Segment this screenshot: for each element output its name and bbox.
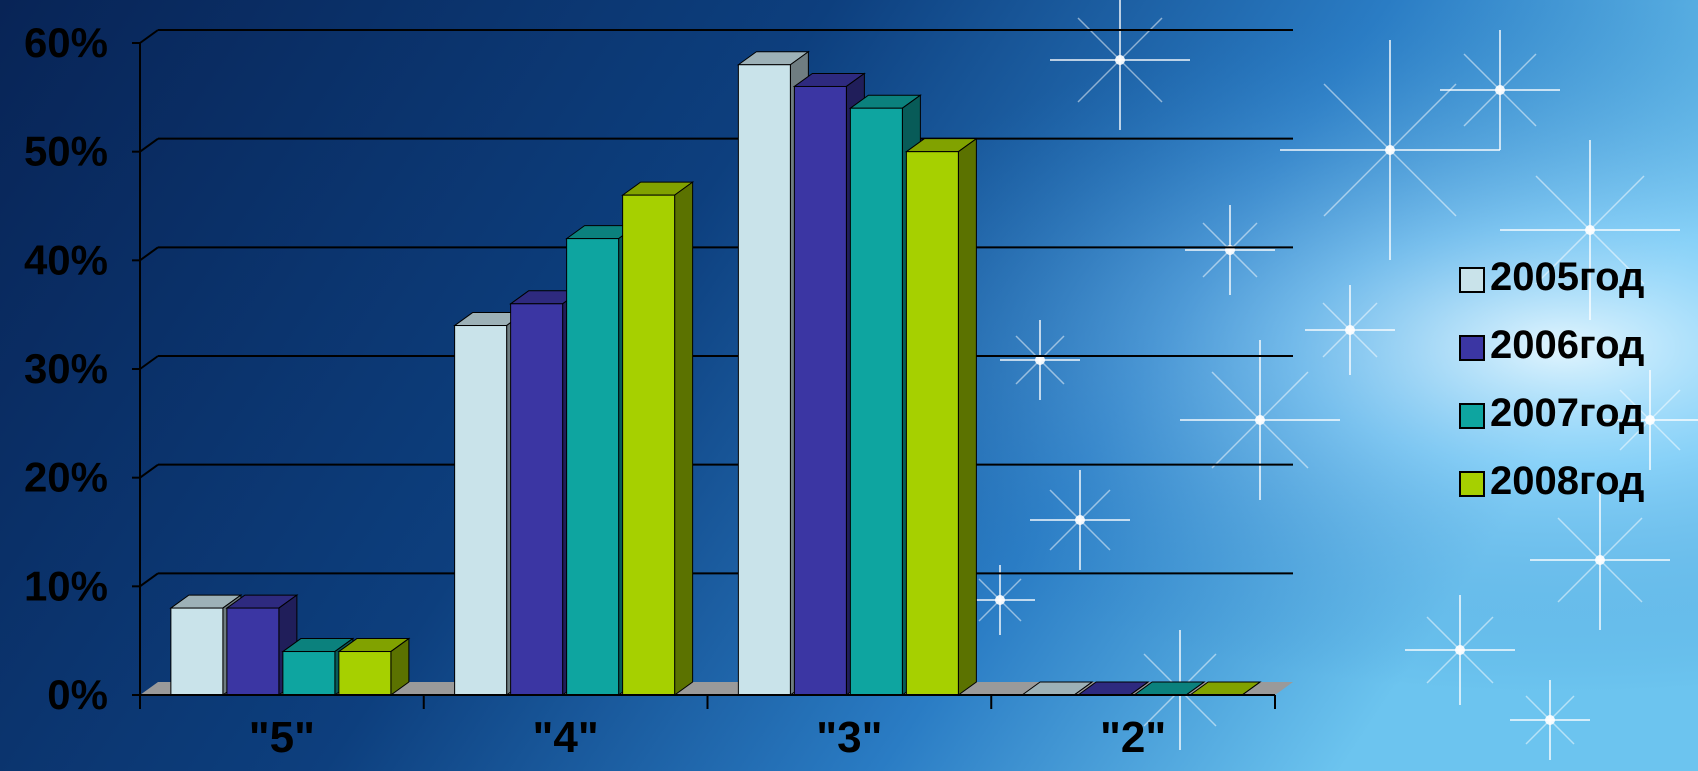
sparkle-dot [1495,85,1505,95]
sparkle-dot [1385,145,1395,155]
legend-label: 2005год [1490,255,1644,299]
floor-plane [140,682,1293,695]
y-tick-label: 50% [24,128,108,175]
gridline-side [139,463,159,479]
gridlines [139,29,1293,588]
gridline-side [139,246,159,262]
gridline-side [139,355,159,370]
x-axis-categories: "5" "4" "3" "2" [139,695,1276,762]
bar-side [957,137,977,696]
legend-swatch [1459,267,1485,293]
y-tick-label: 0% [47,671,108,718]
bar-front [338,651,392,696]
legend-label: 2007год [1490,391,1644,435]
sparkle-dot [1115,55,1125,65]
legend-swatch [1459,471,1485,497]
chart-floor [140,682,1293,695]
y-tick-label: 10% [24,562,108,609]
legend: 2005год 2006год 2007год 2008год [1459,255,1644,503]
bar-0-3 [337,637,411,696]
bar-1-3 [621,181,695,696]
sparkle-dot [1255,415,1265,425]
legend-label: 2006год [1490,323,1644,367]
gridline-side [139,572,159,588]
y-tick-label: 30% [24,345,108,392]
sparkle-dot [1545,715,1555,725]
bar-front [793,85,847,696]
y-tick-label: 40% [24,236,108,283]
gridline-side [139,137,159,153]
sparkle-dot [1595,555,1605,565]
sparkle-dot [1455,645,1465,655]
x-category-label: "5" [249,713,315,762]
gridline-side [139,29,159,44]
bar-2-3 [904,137,978,696]
legend-swatch [1459,403,1485,429]
x-category-label: "4" [533,713,599,762]
bar-front [849,107,903,696]
sparkle-decoration [965,0,1698,760]
sparkle-dot [1035,355,1045,365]
bar-side [1073,681,1093,696]
bar-front [170,607,224,696]
bar-front [622,194,676,696]
y-tick-label: 60% [24,19,108,66]
x-category-label: "2" [1100,713,1166,762]
sparkle-dot [1345,325,1355,335]
bar-front [282,651,336,696]
sparkle-dot [1645,415,1655,425]
bars [169,50,1262,696]
bar-front [566,238,620,696]
bar-side [1185,681,1205,696]
bar-side [1129,681,1149,696]
x-category-label: "3" [816,713,882,762]
y-axis-ticks: 0% 10% 20% 30% 40% 50% 60% [24,19,140,718]
bar-side [674,181,694,696]
legend-swatch [1459,335,1485,361]
bar-front [905,151,959,696]
bar-front [226,607,280,696]
sparkle-dot [995,595,1005,605]
bar-front [454,325,508,696]
bar-3-1 [1076,681,1150,696]
legend-label: 2008год [1490,459,1644,503]
bar-front [510,303,564,696]
bar-front [737,64,791,696]
bar-side [1241,681,1261,696]
y-tick-label: 20% [24,454,108,501]
sparkle-dot [1585,225,1595,235]
sparkle-dot [1075,515,1085,525]
